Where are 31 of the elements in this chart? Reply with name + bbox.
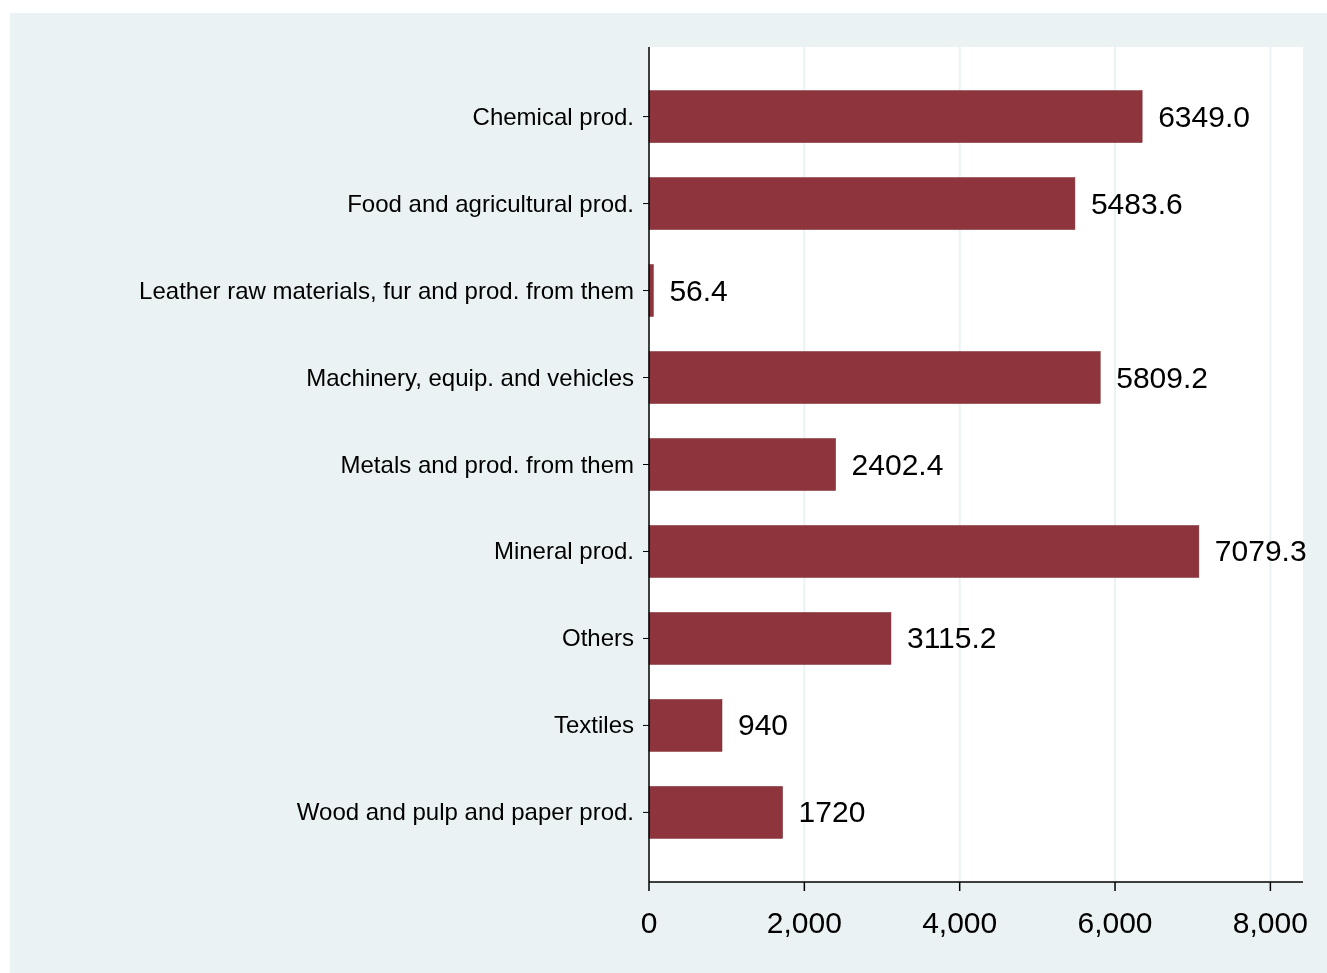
data-label: 5809.2 [1116,360,1208,394]
bar [648,351,1101,404]
data-label: 3115.2 [906,621,997,655]
x-tick-label: 4,000 [922,906,998,939]
bar [648,90,1143,143]
y-tick-label: Chemical prod. [472,102,634,130]
bar [648,699,723,752]
bar [648,786,783,839]
y-tick-label: Mineral prod. [493,537,634,565]
bar [648,525,1200,578]
y-tick-label: Leather raw materials, fur and prod. from them [139,276,634,304]
y-tick-label: Food and agricultural prod. [347,189,634,217]
bar [648,177,1076,230]
data-label: 5483.6 [1090,186,1183,220]
data-label: 1720 [798,795,866,829]
bar [648,612,892,665]
y-tick-label: Textiles [553,711,634,739]
data-label: 7079.3 [1214,534,1307,568]
data-label: 6349.0 [1158,99,1250,133]
y-tick-label: Others [561,624,634,652]
x-tick-label: 0 [640,906,658,939]
x-tick-label: 6,000 [1077,906,1153,939]
x-tick-label: 2,000 [766,906,842,939]
bar [648,438,836,491]
y-tick-label: Machinery, equip. and vehicles [306,363,634,391]
data-label: 940 [738,708,789,742]
x-tick-label: 8,000 [1232,906,1308,939]
data-label: 56.4 [669,273,728,307]
y-tick-label: Wood and pulp and paper prod. [296,798,634,826]
y-tick-label: Metals and prod. from them [340,450,634,478]
data-label: 2402.4 [851,447,944,481]
